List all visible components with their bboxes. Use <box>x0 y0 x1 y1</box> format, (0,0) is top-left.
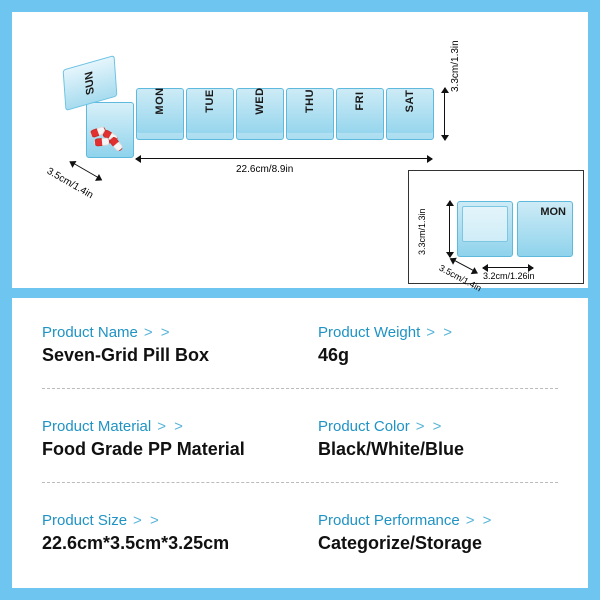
spec-value: Seven-Grid Pill Box <box>42 345 282 366</box>
spec-value: 22.6cm*3.5cm*3.25cm <box>42 533 282 554</box>
inset-dim-cell-line <box>483 267 533 268</box>
pills-cluster <box>90 128 130 152</box>
spec-panel: Product Name > > Seven-Grid Pill Box Prod… <box>12 298 588 588</box>
pill-icon <box>94 137 111 146</box>
spec-key: Product Size <box>42 512 127 529</box>
spec-key: Product Performance <box>318 512 460 529</box>
chevron-icon: > > <box>426 324 454 341</box>
divider-line <box>42 388 558 389</box>
inset-dim-h-text: 3.3cm/1.3in <box>417 208 427 255</box>
inset-cell-closed: MON <box>517 201 573 257</box>
spec-key: Product Color <box>318 418 410 435</box>
inset-dim-h-line <box>449 201 450 257</box>
spec-item: Product Weight > > 46g <box>318 324 558 366</box>
spec-key: Product Weight <box>318 324 420 341</box>
dim-height-text: 3.3cm/1.3in <box>450 40 461 92</box>
dim-length-line <box>136 158 432 159</box>
day-cell: WED <box>236 88 284 140</box>
day-cell: MON <box>136 88 184 140</box>
spec-item: Product Name > > Seven-Grid Pill Box <box>42 324 282 366</box>
dim-width-line <box>70 161 102 180</box>
spec-item: Product Performance > > Categorize/Storag… <box>318 512 558 554</box>
inset-dim-cell-text: 3.2cm/1.26in <box>483 271 535 281</box>
spec-key: Product Name <box>42 324 138 341</box>
pill-icon <box>108 135 124 152</box>
spec-key: Product Material <box>42 418 151 435</box>
day-cell: SAT <box>386 88 434 140</box>
chevron-icon: > > <box>157 418 185 435</box>
day-cell: TUE <box>186 88 234 140</box>
spec-value: Categorize/Storage <box>318 533 558 554</box>
spec-item: Product Color > > Black/White/Blue <box>318 418 558 460</box>
inset-detail: MON 3.3cm/1.3in 3.5cm/1.4in 3.2cm/1.26in <box>408 170 584 284</box>
diagram-panel: SUN MON TUE WED THU FRI SAT 22.6cm/8 <box>12 12 588 298</box>
chevron-icon: > > <box>466 512 494 529</box>
spec-value: Black/White/Blue <box>318 439 558 460</box>
infographic-frame: SUN MON TUE WED THU FRI SAT 22.6cm/8 <box>0 0 600 600</box>
chevron-icon: > > <box>144 324 172 341</box>
dim-height-line <box>444 88 445 140</box>
day-cell: FRI <box>336 88 384 140</box>
spec-value: Food Grade PP Material <box>42 439 282 460</box>
chevron-icon: > > <box>416 418 444 435</box>
pillbox-row: MON TUE WED THU FRI SAT <box>86 88 434 140</box>
spec-item: Product Size > > 22.6cm*3.5cm*3.25cm <box>42 512 282 554</box>
divider-line <box>42 482 558 483</box>
spec-grid: Product Name > > Seven-Grid Pill Box Prod… <box>42 324 558 554</box>
inset-cell-open <box>457 201 513 257</box>
day-cell: THU <box>286 88 334 140</box>
spec-item: Product Material > > Food Grade PP Materi… <box>42 418 282 460</box>
spec-value: 46g <box>318 345 558 366</box>
dim-length-text: 22.6cm/8.9in <box>236 164 293 175</box>
chevron-icon: > > <box>133 512 161 529</box>
day-label: SUN <box>83 70 97 96</box>
